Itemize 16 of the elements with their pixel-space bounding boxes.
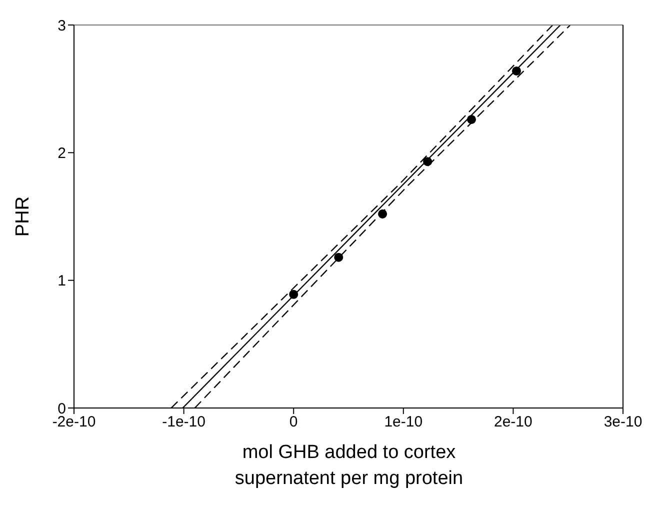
y-tick-label: 2 bbox=[58, 144, 66, 162]
point bbox=[423, 157, 432, 166]
y-axis-title: PHR bbox=[12, 196, 34, 237]
x-tick-label: -1e-10 bbox=[162, 414, 206, 431]
x-tick-label: 1e-10 bbox=[384, 414, 423, 431]
point bbox=[466, 114, 476, 124]
x-tick-label: 0 bbox=[289, 414, 298, 431]
point bbox=[378, 209, 388, 218]
y-tick-label: 3 bbox=[58, 17, 66, 34]
y-tick-label: 1 bbox=[58, 272, 66, 290]
x-tick-label: 3e-10 bbox=[604, 414, 642, 431]
point bbox=[289, 290, 298, 299]
x-tick-label: 2e-10 bbox=[494, 414, 532, 431]
point bbox=[334, 252, 344, 262]
point bbox=[512, 66, 522, 76]
x-axis-title: mol GHB added to cortex supernatent per mg protein bbox=[234, 441, 464, 491]
